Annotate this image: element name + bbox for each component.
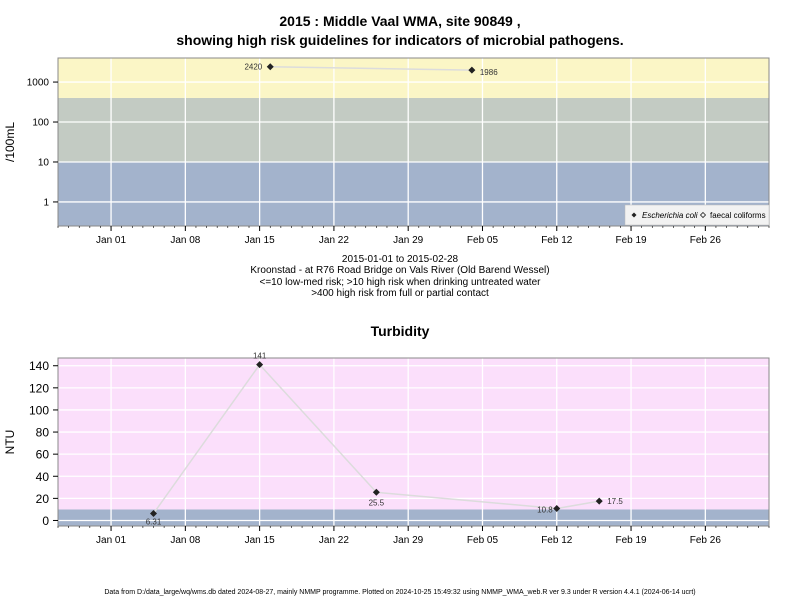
x-tick-label-0-5: Feb 05: [467, 235, 499, 246]
y-tick-label-0-0: 1: [43, 197, 49, 208]
x-tick-label-0-2: Jan 15: [245, 235, 275, 246]
legend-label-faecal: faecal coliforms: [710, 211, 766, 220]
data-point-1-0-3: [553, 505, 561, 513]
data-label-1-0-3: 10.8: [537, 506, 553, 515]
data-point-0-0-0: [266, 63, 274, 71]
y-tick-label-1-5: 100: [29, 403, 49, 417]
y-axis-label-1: NTU: [3, 430, 17, 455]
x-tick-label-0-7: Feb 19: [615, 235, 647, 246]
data-point-1-0-4: [595, 497, 603, 505]
data-label-0-0-1: 1986: [480, 68, 498, 77]
data-point-1-0-1: [256, 361, 264, 369]
data-point-1-0-2: [372, 488, 380, 496]
plot-frame-1: [57, 357, 770, 527]
risk-guideline-text: <=10 low-med risk; >10 high risk when dr…: [259, 277, 541, 288]
risk-band-1-1: [58, 358, 769, 510]
x-tick-label-0-1: Jan 08: [170, 235, 200, 246]
y-axis-label-0: /100mL: [3, 122, 17, 162]
turbidity-title: Turbidity: [370, 323, 430, 339]
x-tick-label-0-4: Jan 29: [393, 235, 423, 246]
legend-label-ecoli: Escherichia coli: [642, 211, 698, 220]
risk-band-1-0: [58, 509, 769, 526]
y-tick-label-1-1: 20: [36, 492, 50, 506]
x-tick-label-1-1: Jan 08: [170, 535, 200, 546]
x-tick-label-0-8: Feb 26: [690, 235, 722, 246]
chart-title: 2015 : Middle Vaal WMA, site 90849 ,: [279, 13, 521, 29]
contact-risk-text: >400 high risk from full or partial cont…: [311, 288, 489, 299]
x-tick-label-0-0: Jan 01: [96, 235, 126, 246]
x-tick-label-1-6: Feb 12: [541, 535, 573, 546]
footer-note: Data from D:/data_large/wq/wms.db dated …: [104, 589, 696, 596]
data-label-1-0-0: 6.31: [146, 517, 162, 526]
legend-box: [624, 204, 770, 226]
x-tick-label-0-3: Jan 22: [319, 235, 349, 246]
y-tick-label-1-7: 140: [29, 359, 49, 373]
risk-band-0-1: [58, 97, 769, 162]
x-tick-label-1-3: Jan 22: [319, 535, 349, 546]
data-label-1-0-4: 17.5: [607, 497, 623, 506]
x-tick-label-1-2: Jan 15: [245, 535, 275, 546]
y-tick-label-1-6: 120: [29, 381, 49, 395]
data-label-1-0-2: 25.5: [369, 498, 385, 507]
x-tick-label-1-8: Feb 26: [690, 535, 722, 546]
y-tick-label-0-1: 10: [38, 157, 50, 168]
chart-subtitle: showing high risk guidelines for indicat…: [176, 32, 624, 48]
site-description-text: Kroonstad - at R76 Road Bridge on Vals R…: [250, 265, 550, 276]
x-tick-label-1-7: Feb 19: [615, 535, 647, 546]
y-tick-label-1-0: 0: [42, 514, 49, 528]
x-tick-label-1-5: Feb 05: [467, 535, 499, 546]
y-tick-label-0-3: 1000: [27, 78, 50, 89]
date-range-text: 2015-01-01 to 2015-02-28: [341, 254, 459, 265]
risk-band-0-2: [58, 58, 769, 98]
y-tick-label-1-3: 60: [36, 448, 50, 462]
data-point-1-0-0: [150, 509, 158, 517]
series-line-0-0: [270, 65, 472, 71]
plot-frame-0: [57, 57, 770, 227]
x-tick-label-1-4: Jan 29: [393, 535, 423, 546]
data-label-0-0-0: 2420: [244, 63, 262, 72]
data-label-1-0-1: 141: [253, 352, 267, 361]
legend-marker-faecal: [699, 211, 707, 219]
legend-marker-ecoli: [631, 212, 637, 218]
y-tick-label-0-2: 100: [32, 118, 49, 129]
y-tick-label-1-2: 40: [36, 470, 50, 484]
y-tick-label-1-4: 80: [36, 426, 50, 440]
x-tick-label-0-6: Feb 12: [541, 235, 573, 246]
x-tick-label-1-0: Jan 01: [96, 535, 126, 546]
data-point-0-0-1: [468, 66, 476, 74]
